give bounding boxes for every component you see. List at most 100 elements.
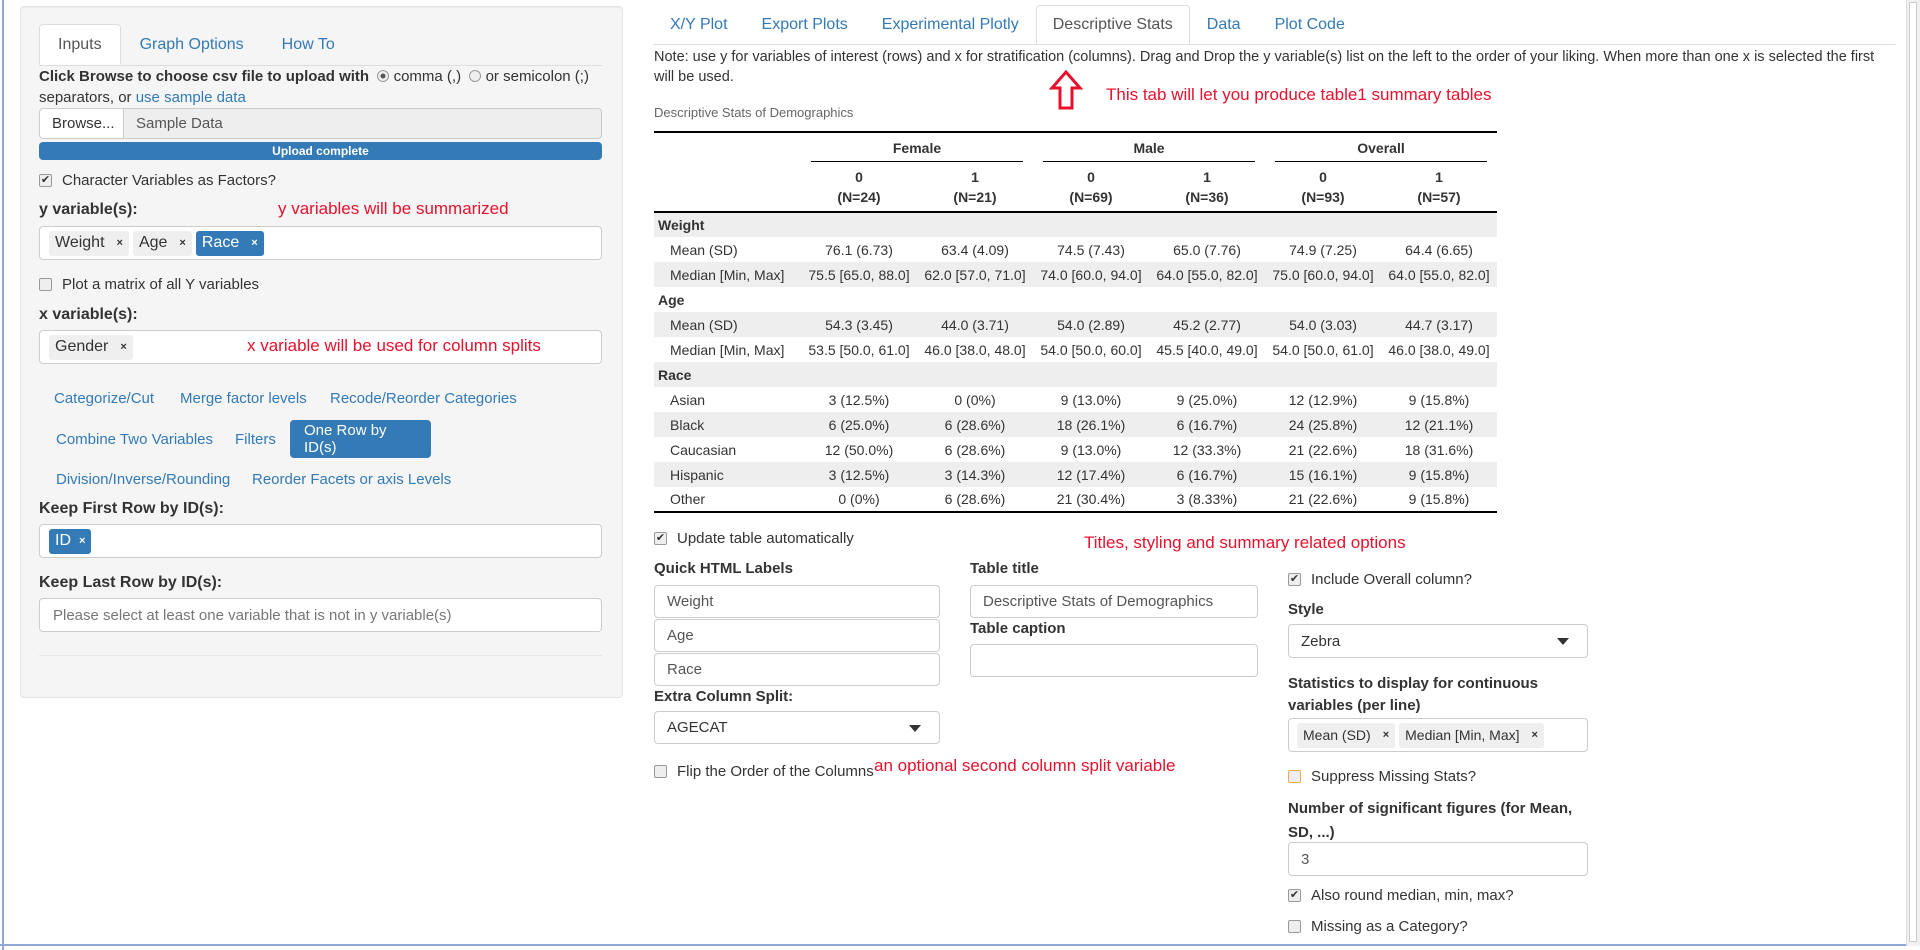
window-border: [2, 0, 4, 950]
main-tabs: X/Y Plot Export Plots Experimental Plotl…: [653, 5, 1895, 45]
radio-semicolon[interactable]: or semicolon (;): [469, 68, 589, 85]
tab-plot-code[interactable]: Plot Code: [1274, 15, 1345, 33]
tab-inputs[interactable]: Inputs: [39, 24, 121, 65]
cell-value: 46.0 [38.0, 48.0]: [924, 341, 1026, 358]
tab-graph-options[interactable]: Graph Options: [139, 35, 244, 53]
tab-experimental-plotly[interactable]: Experimental Plotly: [881, 15, 1019, 33]
pill-merge-factor-levels[interactable]: Merge factor levels: [180, 389, 307, 407]
pill-reorder-facets[interactable]: Reorder Facets or axis Levels: [252, 470, 452, 488]
chip-mean-sd[interactable]: Mean (SD) ×: [1297, 722, 1396, 748]
row-label: Other: [670, 491, 706, 507]
cell-value: 12 (50.0%): [824, 441, 894, 458]
cell-value: 9 (15.8%): [1408, 491, 1470, 507]
cell-value: 3 (14.3%): [917, 462, 1033, 487]
plot-matrix-checkbox[interactable]: Plot a matrix of all Y variables: [39, 276, 259, 293]
header-subcol-row: 0 (N=24) 1 (N=21) 0 (N=69) 1 (N=36) 0 (N=93) 1 (N=5…: [654, 162, 1497, 212]
flip-columns-checkbox[interactable]: Flip the Order of the Columns: [654, 763, 874, 780]
tab-export-plots[interactable]: Export Plots: [761, 15, 848, 33]
update-auto-checkbox[interactable]: ✔ Update table automatically: [654, 530, 854, 547]
checkbox-empty-icon: [654, 765, 667, 778]
chip-race[interactable]: Race ×: [195, 230, 264, 256]
browse-button[interactable]: Browse...: [40, 109, 124, 138]
y-variable-select[interactable]: Weight × Age × Race ×: [39, 226, 602, 260]
pill-division-inverse-rounding[interactable]: Division/Inverse/Rounding: [56, 470, 231, 488]
cell-value: 74.0 [60.0, 94.0]: [1033, 262, 1149, 287]
chip-weight[interactable]: Weight ×: [49, 230, 129, 256]
summary-table: Female Male Overall 0 (N=24) 1 (N=21) 0 (N=69) 1 (…: [654, 131, 1497, 513]
flip-columns-label: Flip the Order of the Columns: [677, 763, 874, 780]
tab-xy-plot[interactable]: X/Y Plot: [670, 15, 728, 33]
quick-label-weight-input[interactable]: Weight: [654, 585, 940, 618]
cell-value: 3 (8.33%): [1176, 491, 1238, 507]
cell-value: 0 (0%): [954, 391, 996, 408]
sample-data-link[interactable]: use sample data: [135, 89, 246, 106]
keep-last-select[interactable]: Please select at least one variable that…: [39, 598, 602, 632]
pill-one-row-by-id[interactable]: One Row by ID(s): [290, 420, 431, 458]
quick-label-race-input[interactable]: Race: [654, 653, 940, 686]
caret-down-icon: [909, 724, 921, 732]
cell-value: 65.0 (7.76): [1173, 241, 1241, 258]
subcol-n: (N=36): [1185, 188, 1229, 205]
style-value: Zebra: [1301, 632, 1341, 650]
file-input: Browse... Sample Data: [39, 108, 602, 139]
header-subcol: 0 (N=69): [1033, 162, 1149, 212]
remove-icon[interactable]: ×: [251, 237, 258, 249]
char-factors-checkbox[interactable]: ✔ Character Variables as Factors?: [39, 172, 276, 189]
header-group-row: Female Male Overall: [654, 132, 1497, 162]
chip-gender[interactable]: Gender ×: [49, 334, 133, 360]
keep-last-label: Keep Last Row by ID(s):: [39, 574, 223, 591]
suppress-missing-checkbox[interactable]: Suppress Missing Stats?: [1288, 768, 1476, 785]
checkbox-checked-icon: ✔: [1288, 889, 1301, 902]
remove-icon[interactable]: ×: [120, 341, 127, 353]
chip-label: Mean (SD): [1303, 727, 1371, 743]
cell-value: 21 (30.4%): [1056, 491, 1126, 507]
sigfig-input[interactable]: 3: [1288, 842, 1588, 876]
sigfig-label: Number of significant figures (for Mean,…: [1288, 800, 1573, 841]
chip-median-min-max[interactable]: Median [Min, Max] ×: [1399, 722, 1544, 748]
split-annotation: an optional second column split variable: [874, 756, 1176, 775]
remove-icon[interactable]: ×: [79, 535, 86, 547]
x-variable-select[interactable]: Gender ×: [39, 330, 602, 364]
tab-data[interactable]: Data: [1206, 15, 1241, 33]
extra-split-select[interactable]: AGECAT: [654, 711, 940, 744]
pill-categorize-cut[interactable]: Categorize/Cut: [54, 389, 155, 407]
remove-icon[interactable]: ×: [1382, 729, 1390, 741]
row-label: Mean (SD): [654, 312, 801, 337]
include-overall-checkbox[interactable]: ✔ Include Overall column?: [1288, 571, 1472, 588]
stats-select[interactable]: Mean (SD) × Median [Min, Max] ×: [1288, 718, 1588, 752]
header-subcol: 1 (N=21): [917, 162, 1033, 212]
pill-filters[interactable]: Filters: [235, 430, 276, 448]
missing-category-checkbox[interactable]: Missing as a Category?: [1288, 918, 1468, 935]
header-subcol: 0 (N=24): [801, 162, 917, 212]
tab-how-to[interactable]: How To: [281, 35, 335, 53]
table-caption-input[interactable]: [970, 644, 1258, 677]
subcol-level: 1: [971, 168, 979, 185]
remove-icon[interactable]: ×: [1531, 729, 1538, 741]
y-annotation: y variables will be summarized: [278, 199, 509, 218]
cell-value: 3 (12.5%): [828, 391, 890, 408]
round-median-checkbox[interactable]: ✔ Also round median, min, max?: [1288, 887, 1514, 904]
pill-combine-two-variables[interactable]: Combine Two Variables: [56, 430, 214, 448]
quick-label-age-input[interactable]: Age: [654, 619, 940, 652]
chip-age[interactable]: Age ×: [132, 230, 192, 256]
scrollbar-thumb[interactable]: [1909, 2, 1917, 942]
cell-value: 64.0 [55.0, 82.0]: [1381, 262, 1497, 287]
remove-icon[interactable]: ×: [179, 237, 186, 249]
pill-recode-reorder[interactable]: Recode/Reorder Categories: [330, 389, 517, 407]
cell-value: 46.0 [38.0, 49.0]: [1388, 341, 1490, 358]
cell-value: 54.0 (3.03): [1265, 312, 1381, 337]
table-title-input[interactable]: Descriptive Stats of Demographics: [970, 585, 1258, 618]
keep-first-select[interactable]: ID ×: [39, 524, 602, 558]
cell-value: 74.5 (7.43): [1057, 241, 1125, 258]
stats-label: Statistics to display for continuous var…: [1288, 675, 1539, 714]
remove-icon[interactable]: ×: [116, 237, 123, 249]
group-row: Race: [654, 362, 1497, 387]
checkbox-empty-icon: [1288, 920, 1301, 933]
subcol-n: (N=93): [1301, 188, 1345, 205]
table-row: Median [Min, Max] 75.5 [65.0, 88.0] 62.0 […: [654, 262, 1497, 287]
tab-descriptive-stats[interactable]: Descriptive Stats: [1035, 5, 1190, 44]
radio-comma[interactable]: comma (,): [373, 68, 461, 85]
style-select[interactable]: Zebra: [1288, 624, 1588, 658]
chip-id[interactable]: ID ×: [49, 528, 92, 554]
cell-value: 45.2 (2.77): [1149, 312, 1265, 337]
